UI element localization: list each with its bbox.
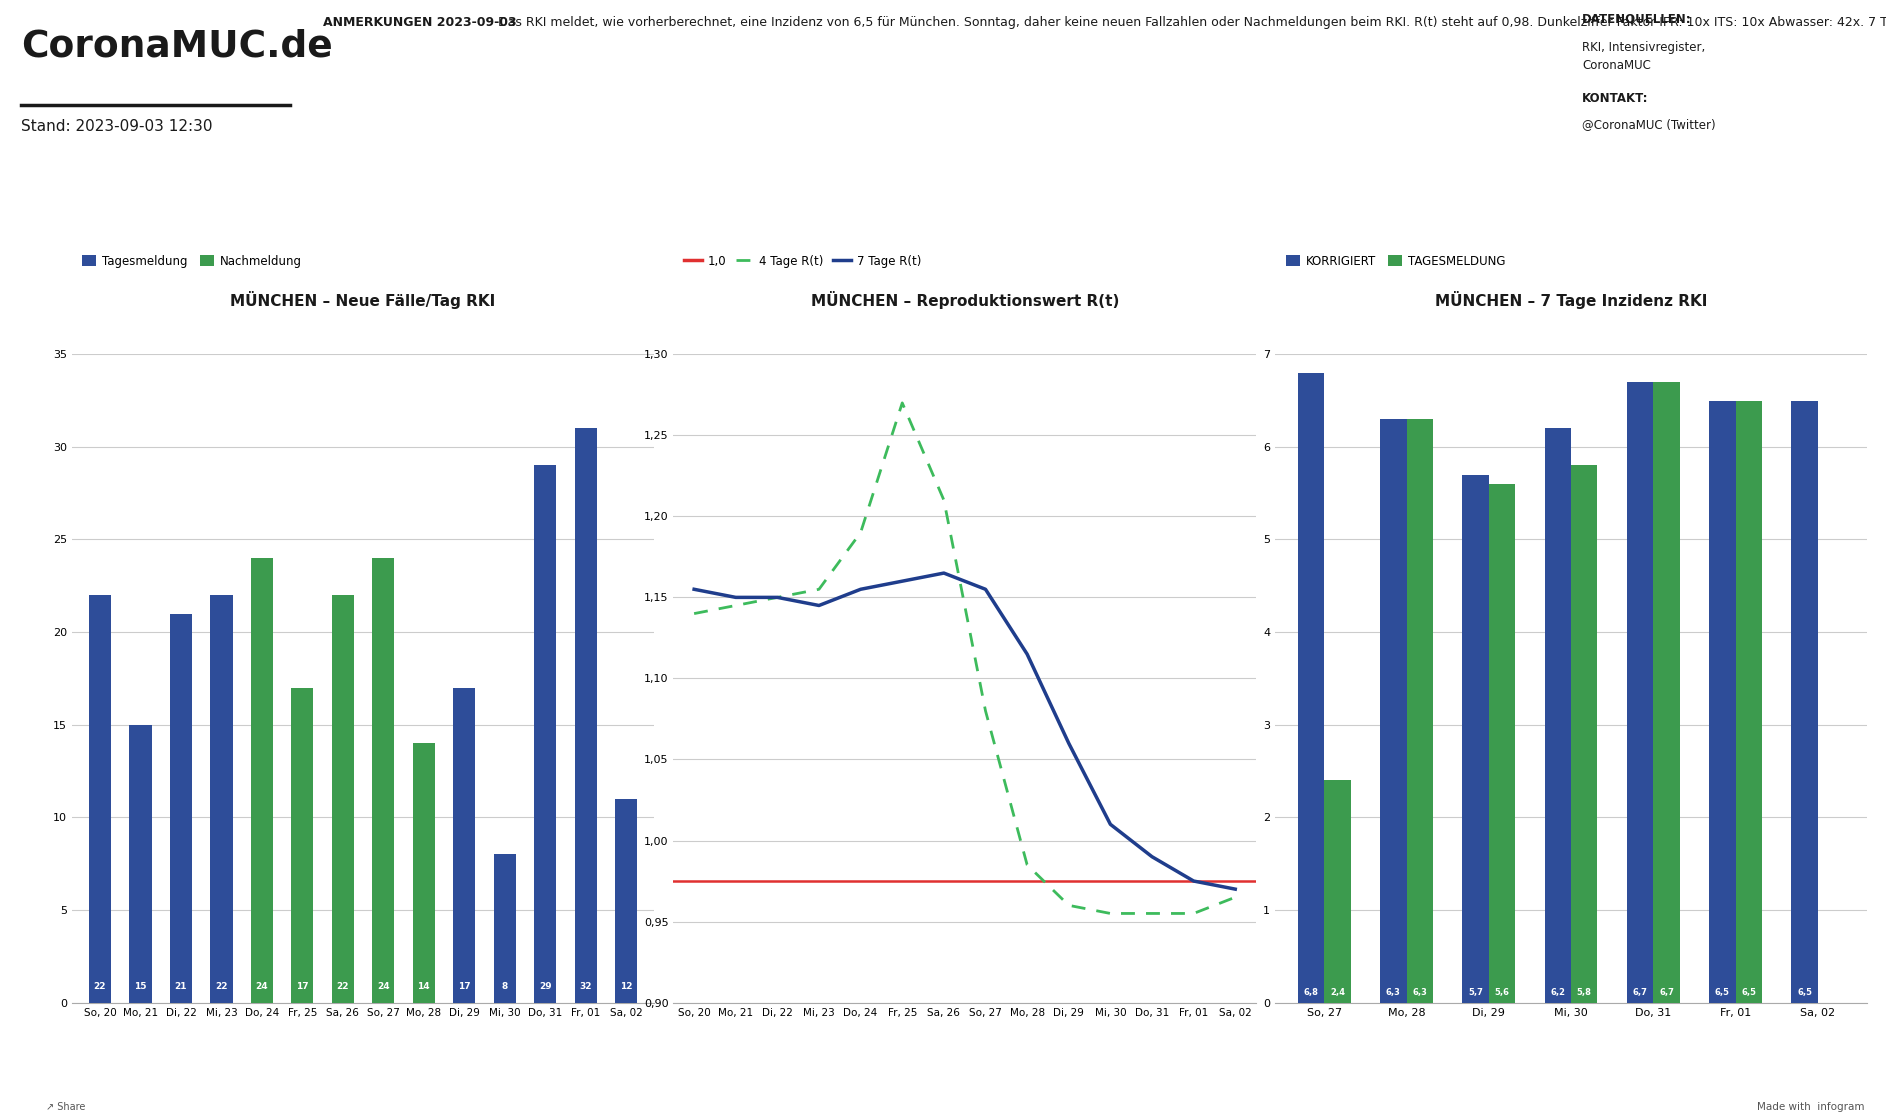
Text: INZIDENZ RKI: INZIDENZ RKI	[1714, 160, 1788, 170]
Title: MÜNCHEN – 7 Tage Inzidenz RKI: MÜNCHEN – 7 Tage Inzidenz RKI	[1435, 291, 1707, 309]
Bar	[1628, 382, 1654, 1003]
Text: Täglich: Täglich	[1092, 319, 1128, 329]
Text: 0,98 ▲: 0,98 ▲	[1398, 222, 1518, 255]
Text: DUNKELZIFFER FAKTOR: DUNKELZIFFER FAKTOR	[1047, 160, 1175, 170]
Text: Di–Sa.*: Di–Sa.*	[119, 319, 157, 329]
Text: 24: 24	[377, 983, 390, 991]
Text: @CoronaMUC (Twitter): @CoronaMUC (Twitter)	[1582, 118, 1716, 131]
Text: 6,5: 6,5	[1711, 216, 1794, 261]
Bar	[494, 854, 517, 1003]
Bar	[453, 687, 475, 1003]
Text: 5,8: 5,8	[1577, 988, 1592, 997]
Text: 6,5: 6,5	[1741, 988, 1756, 997]
Text: 6,2: 6,2	[1550, 988, 1565, 997]
Text: 5: 5	[620, 216, 654, 261]
Bar	[575, 429, 596, 1003]
Bar	[1792, 401, 1818, 1003]
Bar	[1709, 401, 1735, 1003]
Text: 29: 29	[539, 983, 551, 991]
Legend: KORRIGIERT, TAGESMELDUNG: KORRIGIERT, TAGESMELDUNG	[1281, 250, 1511, 273]
Text: IFR/ITS/Abwasser basiert: IFR/ITS/Abwasser basiert	[1047, 295, 1175, 305]
Bar	[251, 558, 273, 1003]
Text: 22: 22	[336, 983, 349, 991]
Text: 6,5: 6,5	[1797, 988, 1812, 997]
Title: MÜNCHEN – Neue Fälle/Tag RKI: MÜNCHEN – Neue Fälle/Tag RKI	[230, 291, 496, 309]
Text: Gesamt: 722.209: Gesamt: 722.209	[92, 295, 183, 305]
Text: 24: 24	[256, 983, 268, 991]
Text: Stand: 2023-09-03 12:30: Stand: 2023-09-03 12:30	[21, 118, 213, 134]
Legend: Tagesmeldung, Nachmeldung: Tagesmeldung, Nachmeldung	[77, 250, 306, 273]
Text: BESTÄTIGTE FÄLLE: BESTÄTIGTE FÄLLE	[87, 160, 187, 170]
Bar	[1488, 483, 1514, 1003]
Text: 6,5: 6,5	[1714, 988, 1729, 997]
Text: Täglich: Täglich	[1439, 319, 1477, 329]
Text: CoronaMUC.de: CoronaMUC.de	[21, 29, 332, 65]
Text: Gesamt: 2.654: Gesamt: 2.654	[358, 295, 436, 305]
Bar	[615, 799, 637, 1003]
Text: Di–Sa.*: Di–Sa.*	[1733, 295, 1771, 305]
Text: +1: +1	[779, 216, 852, 261]
Text: * RKI Zahlen zu Inzidenz, Fallzahlen, Nachmeldungen und Todesfällen: Dienstag bi: * RKI Zahlen zu Inzidenz, Fallzahlen, Na…	[464, 1057, 1422, 1072]
Text: 21: 21	[175, 983, 187, 991]
Text: 17: 17	[458, 983, 470, 991]
Text: 2,4: 2,4	[1330, 988, 1345, 997]
Text: 32: 32	[579, 983, 592, 991]
Text: Das RKI meldet, wie vorherberechnet, eine Inzidenz von 6,5 für München. Sonntag,: Das RKI meldet, wie vorherberechnet, ein…	[494, 16, 1886, 29]
Text: 6,3: 6,3	[1386, 988, 1401, 997]
Bar	[1545, 429, 1571, 1003]
Text: k.A.: k.A.	[345, 216, 451, 261]
Text: Quelle: CoronaMUC: Quelle: CoronaMUC	[1407, 295, 1509, 305]
Text: 6,7: 6,7	[1660, 988, 1675, 997]
Text: MÜNCHEN: MÜNCHEN	[607, 297, 660, 307]
Text: Made with  infogram: Made with infogram	[1758, 1102, 1865, 1112]
Text: 17: 17	[296, 983, 309, 991]
Bar	[1407, 419, 1433, 1003]
Title: MÜNCHEN – Reproduktionswert R(t): MÜNCHEN – Reproduktionswert R(t)	[811, 291, 1118, 309]
Text: 10/10/42: 10/10/42	[1028, 222, 1192, 255]
Bar	[89, 595, 111, 1003]
Text: 6,7: 6,7	[1633, 988, 1648, 997]
Bar	[209, 595, 232, 1003]
Bar	[332, 595, 355, 1003]
Bar	[290, 687, 313, 1003]
Text: 6,8: 6,8	[1303, 988, 1318, 997]
Text: 5,6: 5,6	[1494, 988, 1509, 997]
Text: INTENSIVBETTENBELEGUNG: INTENSIVBETTENBELEGUNG	[653, 160, 805, 170]
Text: RKI, Intensivregister,
CoronaMUC: RKI, Intensivregister, CoronaMUC	[1582, 41, 1705, 72]
Text: Di–Sa.*: Di–Sa.*	[379, 319, 417, 329]
Bar	[1654, 382, 1680, 1003]
Text: TODESFÄLLE: TODESFÄLLE	[364, 160, 432, 170]
Text: 14: 14	[417, 983, 430, 991]
Text: 22: 22	[215, 983, 228, 991]
Text: REPRODUKTIONSWERT: REPRODUKTIONSWERT	[1396, 160, 1520, 170]
Bar	[1735, 401, 1762, 1003]
Text: KONTAKT:: KONTAKT:	[1582, 91, 1648, 105]
Bar	[1462, 475, 1488, 1003]
Bar	[170, 614, 192, 1003]
Text: ↗ Share: ↗ Share	[47, 1102, 85, 1112]
Text: 6,3: 6,3	[1413, 988, 1428, 997]
Bar	[372, 558, 394, 1003]
Bar	[1298, 373, 1324, 1003]
Text: 5,7: 5,7	[1467, 988, 1482, 997]
Text: k.A.: k.A.	[85, 216, 189, 261]
Bar	[1571, 466, 1597, 1003]
Bar	[1324, 780, 1350, 1003]
Text: DATENQUELLEN:: DATENQUELLEN:	[1582, 13, 1692, 26]
Text: 22: 22	[94, 983, 106, 991]
Bar	[413, 743, 436, 1003]
Text: VERÄNDERUNG: VERÄNDERUNG	[775, 297, 856, 307]
Text: 15: 15	[134, 983, 147, 991]
Text: Täglich: Täglich	[711, 321, 747, 331]
Text: 8: 8	[502, 983, 507, 991]
Bar	[1381, 419, 1407, 1003]
Text: ANMERKUNGEN 2023-09-03: ANMERKUNGEN 2023-09-03	[323, 16, 517, 29]
Bar	[130, 725, 151, 1003]
Bar	[534, 466, 556, 1003]
Legend: 1,0, 4 Tage R(t), 7 Tage R(t): 1,0, 4 Tage R(t), 7 Tage R(t)	[679, 250, 926, 273]
Text: 12: 12	[620, 983, 632, 991]
